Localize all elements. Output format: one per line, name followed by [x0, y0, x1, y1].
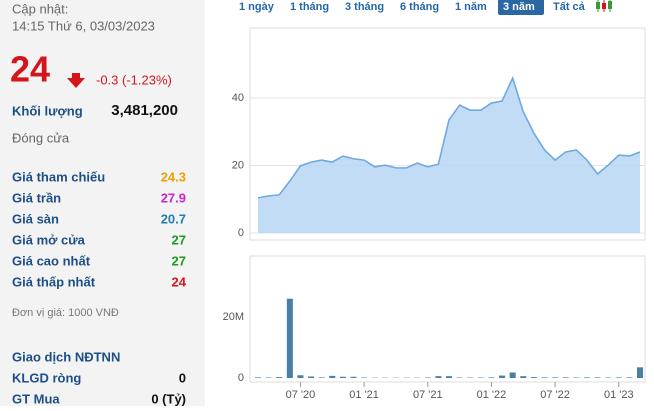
volume-bar — [499, 376, 505, 378]
volume-bar — [351, 377, 357, 378]
volume-bar — [563, 377, 569, 378]
volume-bar — [520, 376, 526, 378]
volume-bar — [637, 367, 643, 378]
stat-value: 24.3 — [161, 169, 186, 184]
volume-panel — [250, 256, 645, 382]
stat-label: Giá trần — [12, 190, 61, 205]
stat-label: Giá cao nhất — [12, 253, 91, 268]
x-tick-label: 01 '21 — [349, 389, 379, 401]
volume-bar — [616, 377, 622, 378]
candle-icon — [596, 0, 612, 12]
unit-note: Đơn vị giá: 1000 VNĐ — [12, 307, 119, 319]
foreign-value: 0 — [179, 370, 186, 385]
foreign-value: 0 (Tỷ) — [151, 391, 186, 406]
price-change: -0.3 (-1.23%) — [96, 72, 172, 87]
x-tick-label: 01 '23 — [604, 389, 634, 401]
stat-label: Giá tham chiếu — [12, 169, 105, 184]
volume-bar — [542, 377, 548, 378]
foreign-label: KLGD ròng — [12, 370, 81, 385]
x-tick-label: 07 '21 — [413, 389, 443, 401]
volume-bar — [329, 376, 335, 378]
range-tab[interactable]: Tất cả — [553, 1, 586, 13]
volume-bar — [308, 376, 314, 378]
volume: 3,481,200 — [111, 102, 178, 119]
volume-bar — [276, 377, 282, 378]
foreign-title: Giao dịch NĐTNN — [12, 349, 120, 364]
range-tab[interactable]: 6 tháng — [400, 1, 439, 13]
price: 24 — [10, 49, 50, 90]
y-tick-label: 40 — [232, 92, 244, 104]
stat-value: 27.9 — [161, 190, 186, 205]
stat-label: Giá sàn — [12, 211, 59, 226]
y-tick-label: 0 — [238, 227, 244, 239]
stat-label: Giá thấp nhất — [12, 274, 96, 289]
stat-value: 27 — [172, 232, 186, 247]
status: Đóng cửa — [12, 130, 70, 145]
volume-bar — [340, 377, 346, 378]
range-tab[interactable]: 3 tháng — [345, 1, 384, 13]
stat-value: 24 — [172, 274, 187, 289]
x-tick-label: 01 '22 — [477, 389, 507, 401]
volume-bar — [435, 376, 441, 378]
volume-bar — [255, 377, 261, 378]
volume-bar — [552, 377, 558, 378]
x-tick-label: 07 '20 — [286, 389, 316, 401]
range-tab[interactable]: 1 tháng — [290, 1, 329, 13]
stat-label: Giá mở cửa — [12, 232, 86, 247]
y-tick-label: 20M — [223, 311, 244, 323]
range-tab[interactable]: 1 năm — [455, 1, 487, 13]
range-tab[interactable]: 1 ngày — [239, 1, 275, 13]
stat-value: 27 — [172, 253, 186, 268]
update-time: 14:15 Thứ 6, 03/03/2023 — [12, 18, 155, 33]
volume-bar — [319, 377, 325, 378]
volume-bar — [595, 377, 601, 378]
volume-bar — [510, 373, 516, 378]
volume-bar — [488, 377, 494, 378]
update-label: Cập nhật: — [12, 1, 68, 16]
volume-bar — [626, 377, 632, 378]
stat-value: 20.7 — [161, 211, 186, 226]
volume-label: Khối lượng — [12, 103, 83, 118]
volume-bar — [584, 377, 590, 378]
y-tick-label: 0 — [238, 372, 244, 384]
foreign-label: GT Mua — [12, 391, 60, 406]
y-tick-label: 20 — [232, 159, 244, 171]
volume-bar — [446, 376, 452, 378]
x-tick-label: 07 '22 — [540, 389, 570, 401]
volume-bar — [297, 375, 303, 378]
volume-bar — [287, 299, 293, 378]
volume-bar — [531, 377, 537, 378]
range-tab[interactable]: 3 năm — [503, 1, 535, 13]
